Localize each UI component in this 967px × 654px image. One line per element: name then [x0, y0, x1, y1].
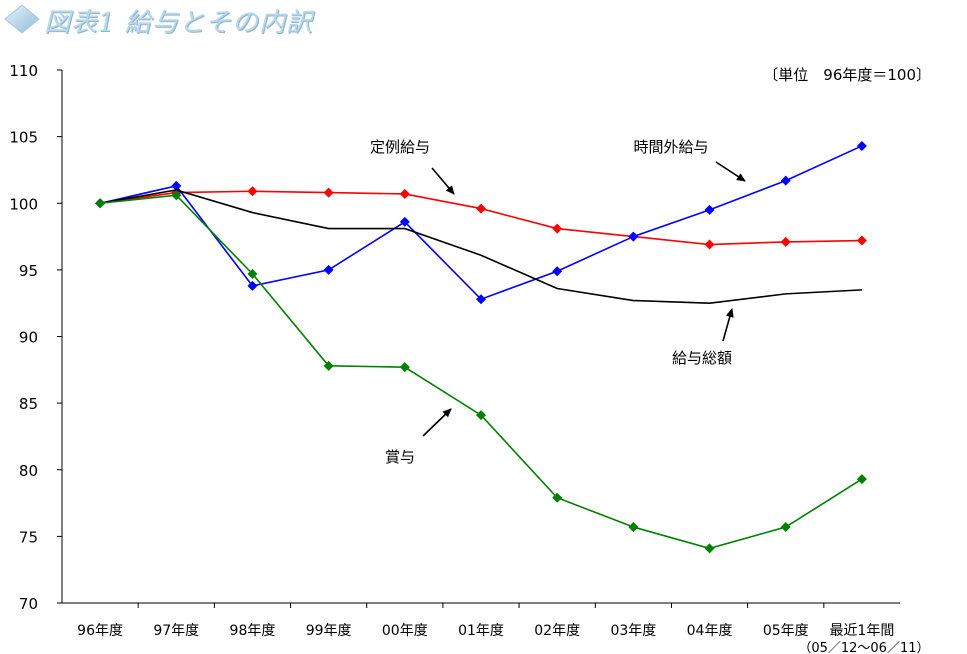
data-point [704, 543, 715, 554]
x-tick-label: 05年度 [763, 623, 809, 639]
y-tick-label: 80 [19, 462, 38, 480]
data-point [856, 474, 867, 485]
series-layer [95, 140, 867, 554]
unit-note: 〔単位 96年度＝100〕 [763, 66, 931, 84]
annotation-arrow [722, 308, 734, 342]
data-point [704, 239, 715, 250]
data-point [628, 231, 639, 242]
data-point [476, 203, 486, 214]
data-point [780, 175, 791, 186]
page-title: 図表1 給与とその内訳 [44, 8, 314, 38]
y-tick-label: 105 [9, 129, 38, 147]
y-tick-label: 85 [19, 395, 38, 413]
data-point [171, 180, 182, 191]
series-3 [95, 190, 867, 554]
data-point [628, 522, 639, 533]
data-point [399, 362, 410, 373]
data-point [856, 140, 867, 151]
y-axis-ticks: 70 75 80 85 90 95 100 105 110 [9, 62, 62, 613]
header: 図表1 給与とその内訳 [0, 0, 400, 40]
data-point [171, 190, 182, 201]
annotation-arrow [422, 408, 452, 437]
data-point [704, 204, 715, 215]
data-point [780, 522, 791, 533]
annotation-1: 時間外給与 [633, 138, 746, 182]
x-tick-label: 00年度 [382, 623, 428, 639]
x-tick-label: 99年度 [306, 623, 352, 639]
y-tick-label: 70 [19, 595, 38, 613]
data-point [323, 264, 334, 275]
data-point [856, 235, 867, 246]
y-tick-label: 75 [19, 528, 38, 546]
series-line [100, 194, 863, 550]
data-point [323, 360, 334, 371]
x-tick-label: 98年度 [230, 623, 276, 639]
data-point [399, 188, 410, 199]
x-tick-label: 03年度 [610, 623, 656, 639]
annotation-3: 賞与 [385, 408, 452, 466]
title-diamond-icon [4, 4, 40, 34]
annotation-arrow [715, 161, 746, 182]
series-line [99, 145, 863, 301]
series-0 [95, 186, 867, 250]
annotation-2: 給与総額 [672, 308, 734, 367]
data-point [323, 187, 334, 198]
data-point [552, 223, 563, 234]
chart-axes [61, 70, 900, 604]
y-tick-label: 110 [9, 62, 38, 80]
data-point [780, 236, 791, 247]
series-1 [95, 140, 867, 305]
y-tick-label: 100 [9, 195, 38, 213]
annotation-label: 時間外給与 [633, 138, 708, 156]
x-tick-label: 01年度 [458, 623, 504, 639]
annotation-label: 賞与 [385, 448, 415, 466]
annotation-arrow [431, 167, 455, 195]
annotation-0: 定例給与 [370, 138, 455, 195]
x-tick-label: 96年度 [77, 623, 123, 639]
data-point [552, 492, 563, 503]
x-axis-ticks: 96年度 97年度 98年度 99年度 00年度 01年度 02年度 03年度 04年度 05年度… [77, 603, 929, 654]
series-line [99, 189, 862, 304]
data-point [476, 410, 486, 421]
data-point [399, 216, 410, 227]
data-point [95, 198, 106, 209]
y-tick-label: 95 [19, 262, 38, 280]
x-tick-label: 02年度 [534, 623, 580, 639]
series-2 [99, 189, 862, 304]
x-tick-label: 最近1年間 [829, 623, 894, 639]
data-point [247, 268, 258, 279]
data-point [476, 294, 486, 305]
annotation-label: 給与総額 [672, 349, 732, 367]
data-point [247, 186, 258, 197]
data-point [552, 266, 563, 277]
x-tick-label: 04年度 [687, 623, 733, 639]
x-tick-label: 97年度 [153, 623, 199, 639]
annotation-label: 定例給与 [370, 138, 430, 156]
data-point [247, 280, 258, 291]
x-tick-sublabel: （05／12〜06／11） [798, 641, 929, 654]
y-tick-label: 90 [19, 329, 38, 347]
